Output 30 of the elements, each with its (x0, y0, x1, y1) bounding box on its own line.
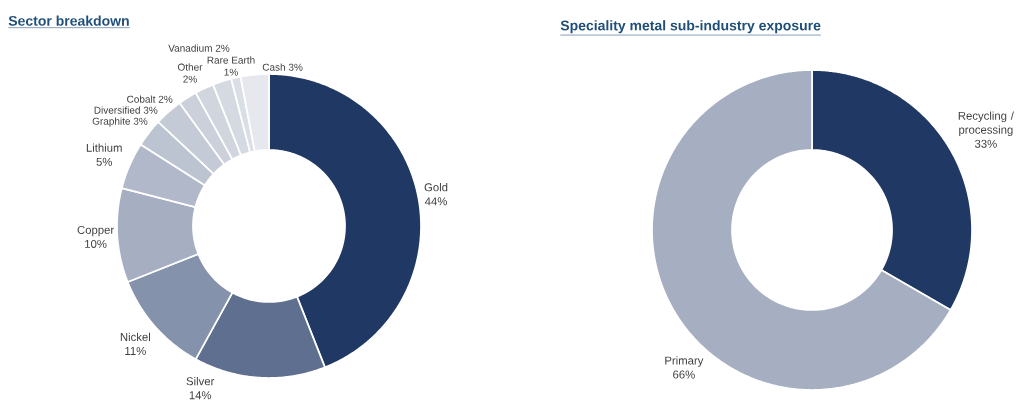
slice-label: Cobalt (127, 95, 156, 103)
slice-label: Silver (186, 376, 215, 386)
data-label: 2% (183, 75, 197, 83)
data-label: 44% (424, 197, 447, 206)
data-label: 14% (189, 391, 212, 400)
data-label: 66% (673, 370, 695, 379)
slice-label: Graphite (92, 117, 131, 127)
data-label: 11% (125, 347, 146, 355)
slice-label: Recycling / processing (958, 111, 1014, 137)
slice-label: Rare Earth (207, 56, 255, 64)
chart-title: Speciality metal sub-industry exposure (560, 20, 821, 34)
slice-label: Vanadium (168, 44, 212, 52)
slice-label: Primary (665, 356, 704, 367)
data-label: 1% (224, 68, 238, 76)
data-label: 3% (143, 106, 158, 114)
slice-label: Lithium (86, 143, 122, 152)
slice-label: Diversified (94, 106, 140, 114)
slice-label: Other (177, 63, 203, 71)
data-label: 3% (288, 63, 303, 71)
data-label: 5% (96, 157, 112, 166)
slice-label: Gold (424, 182, 448, 192)
data-label: 33% (974, 139, 997, 148)
slice-label: Copper (77, 225, 114, 237)
data-label: 10% (85, 239, 107, 248)
slice-label: Cash (262, 63, 285, 71)
chart-title: Sector breakdown (8, 15, 129, 26)
slice-label: Nickel (120, 332, 151, 342)
data-label: 3% (133, 117, 148, 125)
data-label: 2% (158, 95, 173, 103)
data-label: 2% (215, 44, 230, 52)
